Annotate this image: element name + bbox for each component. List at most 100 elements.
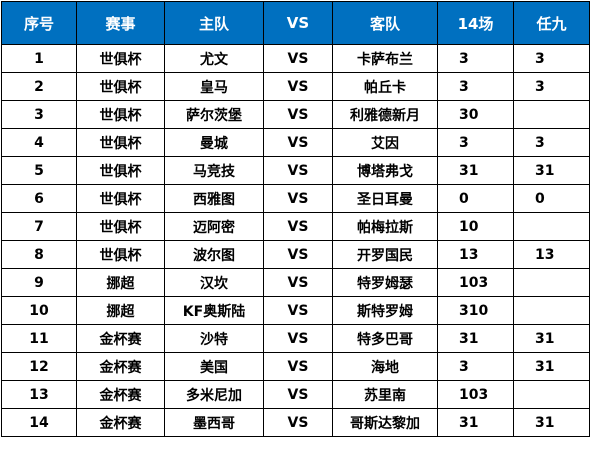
home-team-cell: 汉坎 — [164, 268, 264, 297]
home-team-cell: 尤文 — [164, 44, 264, 73]
competition-cell: 挪超 — [76, 296, 165, 325]
pick-renjiu-cell: 3 — [513, 72, 590, 101]
competition-cell: 世俱杯 — [76, 240, 165, 269]
pick-renjiu-cell: 13 — [513, 240, 590, 269]
table-row: 6 世俱杯 西雅图 VS 圣日耳曼 0 0 — [1, 184, 590, 213]
home-team-cell: 迈阿密 — [164, 212, 264, 241]
competition-cell: 挪超 — [76, 268, 165, 297]
away-team-cell: 特多巴哥 — [332, 324, 438, 353]
away-team-cell: 海地 — [332, 352, 438, 381]
home-team-cell: 萨尔茨堡 — [164, 100, 264, 129]
pick-14-cell: 31 — [437, 156, 514, 185]
home-team-cell: 马竞技 — [164, 156, 264, 185]
header-row: 序号 赛事 主队 VS 客队 14场 任九 — [1, 1, 590, 45]
header-away: 客队 — [332, 1, 438, 45]
home-team-cell: 墨西哥 — [164, 408, 264, 437]
away-team-cell: 帕梅拉斯 — [332, 212, 438, 241]
away-team-cell: 斯特罗姆 — [332, 296, 438, 325]
pick-14-cell: 31 — [437, 408, 514, 437]
match-number-cell: 1 — [1, 44, 77, 73]
pick-14-cell: 3 — [437, 352, 514, 381]
home-team-cell: 沙特 — [164, 324, 264, 353]
header-no: 序号 — [1, 1, 77, 45]
match-number-cell: 12 — [1, 352, 77, 381]
pick-renjiu-cell: 31 — [513, 156, 590, 185]
header-vs: VS — [263, 1, 333, 45]
table-row: 5 世俱杯 马竞技 VS 博塔弗戈 31 31 — [1, 156, 590, 185]
away-team-cell: 苏里南 — [332, 380, 438, 409]
match-number-cell: 13 — [1, 380, 77, 409]
home-team-cell: 西雅图 — [164, 184, 264, 213]
vs-label-cell: VS — [263, 212, 333, 241]
vs-label-cell: VS — [263, 156, 333, 185]
home-team-cell: 多米尼加 — [164, 380, 264, 409]
pick-renjiu-cell: 31 — [513, 352, 590, 381]
pick-14-cell: 13 — [437, 240, 514, 269]
pick-14-cell: 103 — [437, 268, 514, 297]
vs-label-cell: VS — [263, 100, 333, 129]
pick-renjiu-cell: 31 — [513, 408, 590, 437]
away-team-cell: 圣日耳曼 — [332, 184, 438, 213]
header-home: 主队 — [164, 1, 264, 45]
header-renjiu: 任九 — [513, 1, 590, 45]
away-team-cell: 开罗国民 — [332, 240, 438, 269]
away-team-cell: 艾因 — [332, 128, 438, 157]
table-row: 7 世俱杯 迈阿密 VS 帕梅拉斯 10 — [1, 212, 590, 241]
away-team-cell: 特罗姆瑟 — [332, 268, 438, 297]
vs-label-cell: VS — [263, 72, 333, 101]
away-team-cell: 利雅德新月 — [332, 100, 438, 129]
home-team-cell: 皇马 — [164, 72, 264, 101]
match-number-cell: 4 — [1, 128, 77, 157]
pick-renjiu-cell: 31 — [513, 324, 590, 353]
home-team-cell: 美国 — [164, 352, 264, 381]
pick-renjiu-cell: 0 — [513, 184, 590, 213]
header-fourteen: 14场 — [437, 1, 514, 45]
table-row: 4 世俱杯 曼城 VS 艾因 3 3 — [1, 128, 590, 157]
pick-renjiu-cell — [513, 100, 590, 129]
pick-14-cell: 30 — [437, 100, 514, 129]
away-team-cell: 博塔弗戈 — [332, 156, 438, 185]
competition-cell: 世俱杯 — [76, 128, 165, 157]
match-number-cell: 9 — [1, 268, 77, 297]
competition-cell: 金杯赛 — [76, 352, 165, 381]
vs-label-cell: VS — [263, 296, 333, 325]
competition-cell: 金杯赛 — [76, 380, 165, 409]
pick-14-cell: 3 — [437, 128, 514, 157]
vs-label-cell: VS — [263, 352, 333, 381]
pick-renjiu-cell — [513, 268, 590, 297]
competition-cell: 金杯赛 — [76, 408, 165, 437]
pick-14-cell: 0 — [437, 184, 514, 213]
home-team-cell: KF奥斯陆 — [164, 296, 264, 325]
match-number-cell: 11 — [1, 324, 77, 353]
table-row: 14 金杯赛 墨西哥 VS 哥斯达黎加 31 31 — [1, 408, 590, 437]
vs-label-cell: VS — [263, 408, 333, 437]
competition-cell: 世俱杯 — [76, 44, 165, 73]
table-row: 10 挪超 KF奥斯陆 VS 斯特罗姆 310 — [1, 296, 590, 325]
match-number-cell: 3 — [1, 100, 77, 129]
pick-renjiu-cell: 3 — [513, 44, 590, 73]
table-row: 3 世俱杯 萨尔茨堡 VS 利雅德新月 30 — [1, 100, 590, 129]
pick-14-cell: 3 — [437, 72, 514, 101]
pick-14-cell: 3 — [437, 44, 514, 73]
pick-14-cell: 310 — [437, 296, 514, 325]
pick-renjiu-cell — [513, 296, 590, 325]
pick-renjiu-cell — [513, 380, 590, 409]
match-number-cell: 5 — [1, 156, 77, 185]
table-row: 2 世俱杯 皇马 VS 帕丘卡 3 3 — [1, 72, 590, 101]
vs-label-cell: VS — [263, 128, 333, 157]
pick-14-cell: 103 — [437, 380, 514, 409]
table-row: 13 金杯赛 多米尼加 VS 苏里南 103 — [1, 380, 590, 409]
pick-renjiu-cell — [513, 212, 590, 241]
match-number-cell: 6 — [1, 184, 77, 213]
away-team-cell: 卡萨布兰 — [332, 44, 438, 73]
competition-cell: 世俱杯 — [76, 156, 165, 185]
competition-cell: 世俱杯 — [76, 212, 165, 241]
match-number-cell: 8 — [1, 240, 77, 269]
competition-cell: 世俱杯 — [76, 100, 165, 129]
vs-label-cell: VS — [263, 324, 333, 353]
match-number-cell: 7 — [1, 212, 77, 241]
table-row: 8 世俱杯 波尔图 VS 开罗国民 13 13 — [1, 240, 590, 269]
table-row: 1 世俱杯 尤文 VS 卡萨布兰 3 3 — [1, 44, 590, 73]
header-competition: 赛事 — [76, 1, 165, 45]
home-team-cell: 波尔图 — [164, 240, 264, 269]
